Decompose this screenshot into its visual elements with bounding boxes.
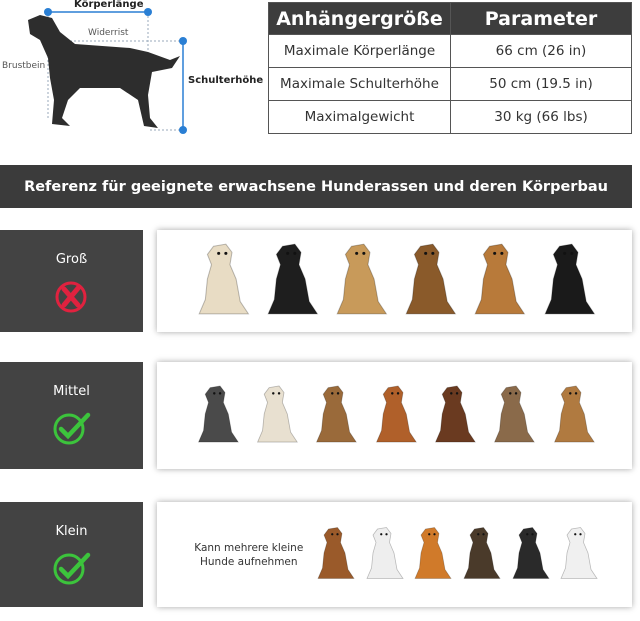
note-text: Kann mehrere kleine Hunde aufnehmen (194, 541, 304, 568)
size-label: Klein (55, 524, 88, 539)
dog-image (310, 381, 360, 451)
header-parameter: Parameter (450, 2, 632, 35)
dog-image (467, 238, 529, 324)
dog-breeds-panel (157, 230, 632, 332)
shoulder-height-label: Schulterhöhe (188, 75, 264, 86)
size-category-0: Groß (0, 230, 143, 332)
table-row: Maximale Schulterhöhe 50 cm (19.5 in) (268, 67, 632, 101)
dog-image (251, 381, 301, 451)
withers-label: Widerrist (88, 28, 129, 38)
dog-image (548, 381, 598, 451)
dog-silhouette-diagram (28, 8, 187, 134)
cell: Maximalgewicht (268, 100, 451, 134)
check-circle-icon (52, 551, 92, 589)
check-circle-icon (52, 411, 92, 449)
size-category-2: Klein (0, 502, 143, 607)
dog-breeds-panel (157, 362, 632, 469)
body-length-label: Körperlänge (74, 0, 144, 10)
size-category-1: Mittel (0, 362, 143, 469)
table-row: Maximalgewicht 30 kg (66 lbs) (268, 100, 632, 134)
brisket-label: Brustbein (2, 61, 46, 71)
table-row: Maximale Körperlänge 66 cm (26 in) (268, 34, 632, 68)
dog-image (361, 523, 406, 587)
dog-image (398, 238, 460, 324)
cell: 30 kg (66 lbs) (450, 100, 632, 134)
dog-image (260, 238, 322, 324)
cell: 66 cm (26 in) (450, 34, 632, 68)
dog-image (409, 523, 454, 587)
dog-image (312, 523, 357, 587)
dog-image (488, 381, 538, 451)
dog-image (537, 238, 599, 324)
trailer-size-table: Anhängergröße Parameter Maximale Körperlä… (268, 2, 632, 134)
size-label: Groß (55, 252, 88, 267)
dog-image (507, 523, 552, 587)
cell: 50 cm (19.5 in) (450, 67, 632, 101)
dog-image (458, 523, 503, 587)
header-trailer-size: Anhängergröße (268, 2, 451, 35)
dog-image (191, 238, 253, 324)
dog-image (555, 523, 600, 587)
dog-image (370, 381, 420, 451)
dog-breeds-panel: Kann mehrere kleine Hunde aufnehmen (157, 502, 632, 607)
x-circle-icon (54, 279, 90, 317)
dog-image (192, 381, 242, 451)
dog-image (329, 238, 391, 324)
cell: Maximale Körperlänge (268, 34, 451, 68)
table-header-row: Anhängergröße Parameter (268, 2, 632, 35)
dog-image (429, 381, 479, 451)
reference-banner: Referenz für geeignete erwachsene Hunder… (0, 165, 632, 208)
size-label: Mittel (53, 384, 90, 399)
cell: Maximale Schulterhöhe (268, 67, 451, 101)
